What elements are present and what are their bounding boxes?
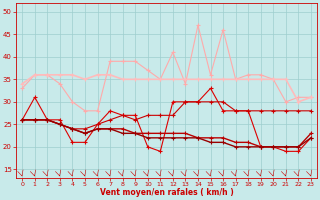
X-axis label: Vent moyen/en rafales ( km/h ): Vent moyen/en rafales ( km/h ) xyxy=(100,188,234,197)
